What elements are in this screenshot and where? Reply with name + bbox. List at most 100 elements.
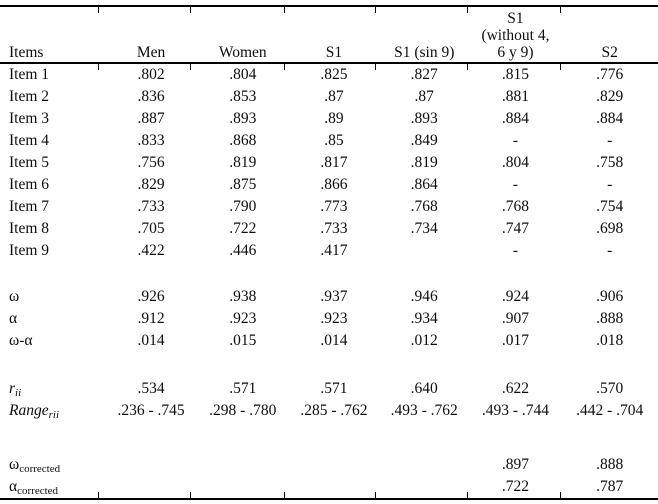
- table-cell: .012: [410, 331, 438, 349]
- table-cell: .924: [501, 287, 530, 305]
- row-label-alpha-corrected: αcorrected: [0, 476, 106, 498]
- column-boundary-tick: [284, 491, 286, 498]
- table-cell: .790: [229, 197, 257, 215]
- table-cell: .236 - .745: [117, 401, 185, 419]
- table-cell: .285 - .762: [300, 401, 368, 419]
- table-row-alpha: α .912 .923 .923 .934 .907 .888: [0, 308, 658, 330]
- column-boundary-tick: [284, 7, 286, 13]
- table-cell: .776: [596, 65, 624, 83]
- column-header: S1 (without 4, 6 y 9): [470, 10, 562, 62]
- table-cell: .884: [596, 109, 624, 127]
- table-cell: .888: [596, 309, 624, 327]
- row-label-text: Item 9: [9, 241, 50, 259]
- table-cell: .937: [320, 287, 348, 305]
- table-cell: [106, 454, 197, 476]
- table-row-item-8: Item 8 .705 .722 .733 .734 .747 .698: [0, 218, 658, 240]
- row-label-text: Item 6: [9, 175, 50, 193]
- row-label-text: r: [9, 379, 16, 397]
- row-label-item-2: Item 2: [0, 86, 106, 108]
- column-boundary-tick: [98, 491, 100, 498]
- column-boundary-tick: [190, 491, 192, 498]
- table-cell: [196, 476, 289, 498]
- table-cell: .298 - .780: [209, 401, 277, 419]
- column-boundary-tick: [190, 63, 192, 70]
- row-label-text: Item 1: [9, 65, 50, 83]
- column-header: S1 (sin 9): [379, 44, 470, 62]
- table-cell: .534: [137, 379, 165, 397]
- table-cell: .829: [137, 175, 165, 193]
- table-cell: .014: [137, 331, 165, 349]
- table-cell: .640: [410, 379, 438, 397]
- table-cell: .015: [229, 331, 257, 349]
- table-cell: [379, 476, 470, 498]
- row-label-text: α: [9, 309, 18, 327]
- table-cell: [196, 454, 289, 476]
- table-header-rule: [0, 62, 658, 64]
- column-boundary-tick: [375, 7, 377, 13]
- table-cell: [289, 454, 379, 476]
- row-label-item-7: Item 7: [0, 196, 106, 218]
- table-row-item-5: Item 5 .756 .819 .817 .819 .804 .758: [0, 152, 658, 174]
- column-header: Women: [196, 44, 289, 62]
- table-cell: .836: [137, 87, 165, 105]
- row-label-item-3: Item 3: [0, 108, 106, 130]
- table-cell: [379, 454, 470, 476]
- spacer-row: [0, 422, 658, 454]
- row-label-subscript: rii: [48, 408, 60, 421]
- column-boundary-tick: [560, 7, 562, 13]
- table-cell: .907: [501, 309, 530, 327]
- row-label-text: Item 4: [9, 131, 50, 149]
- table-row-item-4: Item 4 .833 .868 .85 .849 - -: [0, 130, 658, 152]
- column-header-line: S2: [601, 44, 618, 61]
- table-cell: [106, 476, 197, 498]
- row-label-text: Item 2: [9, 87, 50, 105]
- column-header-line: S1: [325, 44, 343, 61]
- table-row-item-2: Item 2 .836 .853 .87 .87 .881 .829: [0, 86, 658, 108]
- table-cell: -: [512, 131, 519, 149]
- row-label-text: ω-α: [9, 331, 33, 349]
- table-cell: .622: [501, 379, 530, 397]
- table-cell: [289, 476, 379, 498]
- row-label-omega: ω: [0, 286, 106, 308]
- row-label-range-rii: Rangerii: [0, 400, 106, 422]
- row-label-text: Item 3: [9, 109, 50, 127]
- row-label-text: ω: [9, 455, 20, 473]
- table-cell: .815: [501, 65, 530, 83]
- table-cell: .923: [229, 309, 257, 327]
- table-cell: .768: [410, 197, 438, 215]
- row-label-r-ii: rii: [0, 378, 106, 400]
- table-cell: .85: [324, 131, 344, 149]
- table-row-item-6: Item 6 .829 .875 .866 .864 - -: [0, 174, 658, 196]
- table-cell: .722: [229, 219, 257, 237]
- row-label-text: Item 8: [9, 219, 50, 237]
- row-label-subscript: ii: [15, 386, 22, 399]
- table-cell: .417: [320, 241, 348, 259]
- table-header-row: Items Men Women S1 S1 (sin 9) S1 (without 4, 6 …: [0, 7, 658, 62]
- table-cell: .698: [596, 219, 624, 237]
- table-row-omega-minus-alpha: ω-α .014 .015 .014 .012 .017 .018: [0, 330, 658, 352]
- table-row-item-1: Item 1 .802 .804 .825 .827 .815 .776: [0, 64, 658, 86]
- table-cell: .018: [596, 331, 624, 349]
- spacer-row: [0, 262, 658, 286]
- table-cell: .422: [137, 241, 165, 259]
- table-cell: .493 - .744: [481, 401, 550, 419]
- table-cell: .802: [137, 65, 165, 83]
- column-boundary-tick: [467, 7, 469, 13]
- table-cell: .733: [137, 197, 165, 215]
- table-cell: .893: [410, 109, 438, 127]
- table-cell: -: [607, 241, 613, 259]
- table-cell: .734: [410, 219, 438, 237]
- table-cell: .754: [596, 197, 624, 215]
- table-body: Item 1 .802 .804 .825 .827 .815 .776 Item 2 .836…: [0, 64, 658, 498]
- table-cell: -: [607, 175, 613, 193]
- table-cell: .884: [501, 109, 530, 127]
- table-cell: .868: [229, 131, 257, 149]
- column-header-line: Women: [218, 44, 267, 61]
- spacer-row: [0, 352, 658, 378]
- column-header-line: Men: [136, 44, 166, 61]
- table-cell: .705: [137, 219, 165, 237]
- table-cell: .897: [501, 455, 530, 473]
- table-cell: .89: [324, 109, 344, 127]
- table-row-item-9: Item 9 .422 .446 .417 - -: [0, 240, 658, 262]
- row-label-item-1: Item 1: [0, 64, 106, 86]
